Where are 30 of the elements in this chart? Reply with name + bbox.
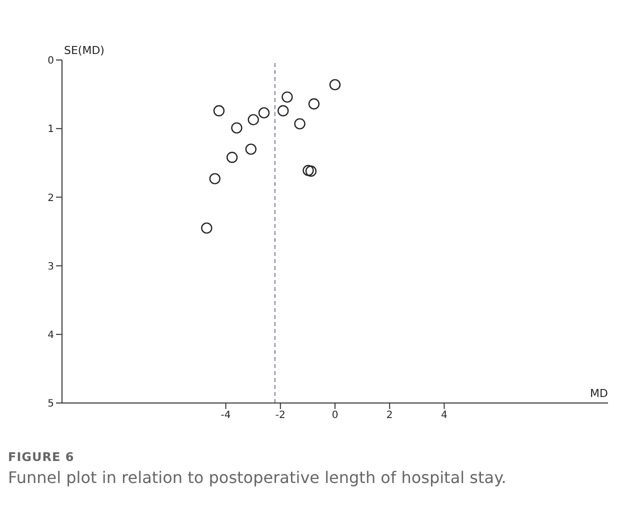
point (213, 105, 225, 116)
point (329, 79, 341, 90)
point (248, 114, 259, 126)
point (294, 118, 306, 130)
x-tick-label: -2 (275, 410, 286, 422)
y-tick-label: 1 (48, 124, 54, 136)
caption: FIGURE 6 (8, 450, 76, 464)
point (209, 173, 220, 184)
point (308, 98, 320, 110)
x-axis-title: MD (590, 387, 608, 400)
point (305, 166, 317, 177)
point (258, 107, 270, 118)
y-tick-label: 5 (48, 398, 54, 410)
y-tick-label: 0 (48, 56, 54, 67)
point (245, 144, 257, 155)
x-tick-label: 4 (441, 410, 448, 422)
y-tick-label: 4 (48, 330, 54, 341)
x-tick-label: 0 (332, 410, 338, 422)
point (278, 105, 289, 116)
point (226, 152, 238, 164)
y-tick-label: 2 (48, 192, 54, 204)
text: Funnel plot in relation to postoperative length of hospital stay. (8, 468, 508, 487)
x-tick-label: 2 (386, 410, 393, 422)
point (231, 122, 242, 134)
y-tick-label: 3 (48, 261, 54, 272)
point (282, 91, 293, 103)
point (201, 222, 212, 234)
point (302, 164, 314, 176)
x-tick-label: -4 (220, 410, 231, 422)
y-axis-title: SE(MD) (64, 44, 104, 57)
